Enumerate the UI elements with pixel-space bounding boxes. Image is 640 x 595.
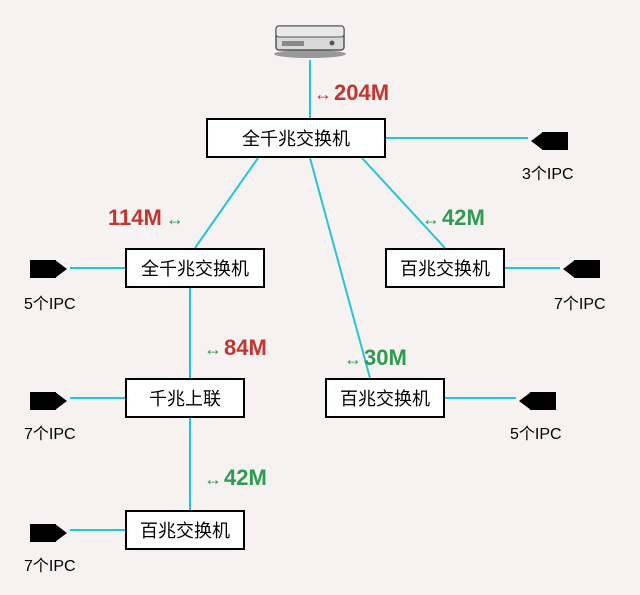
bandwidth-label: ↔204M	[310, 80, 389, 106]
ipc-count-label: 7个IPC	[24, 420, 76, 444]
node-label: 百兆交换机	[400, 255, 490, 281]
switch-gigabit-uplink: 千兆上联	[125, 378, 245, 418]
ipc-count-label: 5个IPC	[24, 290, 76, 314]
node-label: 百兆交换机	[140, 517, 230, 543]
bandwidth-label: 114M↔	[108, 205, 186, 231]
switch-gigabit-top: 全千兆交换机	[206, 118, 386, 158]
bandwidth-label: ↔42M	[200, 465, 267, 491]
camera-icon	[30, 388, 70, 414]
node-label: 全千兆交换机	[242, 125, 350, 151]
server-icon	[270, 20, 350, 60]
switch-100m-l2: 百兆交换机	[385, 248, 505, 288]
switch-100m-l4: 百兆交换机	[125, 510, 245, 550]
ipc-count-label: 3个IPC	[522, 160, 574, 184]
edge	[195, 158, 258, 248]
ipc-count-label: 7个IPC	[24, 552, 76, 576]
camera-icon	[528, 128, 568, 154]
camera-icon	[516, 388, 556, 414]
bandwidth-label: ↔42M	[418, 205, 485, 231]
camera-icon	[560, 256, 600, 282]
switch-gigabit-l2: 全千兆交换机	[125, 248, 265, 288]
camera-icon	[30, 256, 70, 282]
ipc-count-label: 7个IPC	[554, 290, 606, 314]
switch-100m-l3: 百兆交换机	[325, 378, 445, 418]
node-label: 千兆上联	[149, 385, 221, 411]
ipc-count-label: 5个IPC	[510, 420, 562, 444]
camera-icon	[30, 520, 70, 546]
edge	[362, 158, 445, 248]
bandwidth-label: ↔30M	[340, 345, 407, 371]
node-label: 全千兆交换机	[141, 255, 249, 281]
bandwidth-label: ↔84M	[200, 335, 267, 361]
node-label: 百兆交换机	[340, 385, 430, 411]
